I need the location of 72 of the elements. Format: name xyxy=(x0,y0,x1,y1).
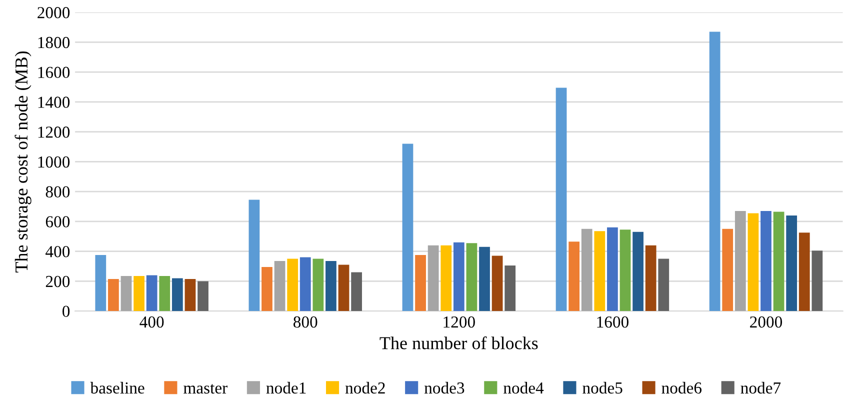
legend-label: baseline xyxy=(90,382,144,394)
bar xyxy=(607,227,618,312)
bar xyxy=(326,261,336,312)
bar xyxy=(734,210,746,312)
y-tick-label: 800 xyxy=(46,186,70,198)
y-tick-label: 0 xyxy=(62,306,70,318)
y-tick-label: 400 xyxy=(46,246,70,258)
legend-label: node7 xyxy=(740,382,781,394)
bar xyxy=(159,276,170,312)
legend-label: node4 xyxy=(504,382,544,394)
bar xyxy=(492,256,503,312)
x-tick-label: 1200 xyxy=(444,316,475,328)
x-tick-label: 1600 xyxy=(597,316,628,328)
bar xyxy=(748,213,759,312)
y-tick-label: 1400 xyxy=(38,96,70,108)
bar xyxy=(120,276,132,312)
bar xyxy=(198,281,208,312)
bar xyxy=(594,231,606,312)
x-tick-label: 2000 xyxy=(750,316,782,328)
bar xyxy=(645,245,656,312)
bar xyxy=(632,232,644,312)
bar xyxy=(722,228,734,312)
bar xyxy=(812,250,823,312)
legend-label: node1 xyxy=(266,382,306,394)
y-tick-label: 1800 xyxy=(38,36,70,48)
bar xyxy=(453,242,464,312)
bar xyxy=(504,266,516,312)
bar xyxy=(262,267,272,312)
bar xyxy=(709,32,720,312)
legend-label: node5 xyxy=(582,382,622,394)
bar xyxy=(95,255,106,312)
bar xyxy=(172,278,183,312)
bar xyxy=(658,258,670,312)
y-tick-label: 2000 xyxy=(38,7,70,18)
bar xyxy=(287,258,298,312)
bar xyxy=(786,215,798,312)
legend-label: node6 xyxy=(662,382,702,394)
bar xyxy=(466,243,478,312)
bar xyxy=(338,264,350,312)
bar xyxy=(760,210,772,312)
x-tick-label: 400 xyxy=(140,316,164,328)
bar xyxy=(184,278,196,312)
bar xyxy=(108,278,119,312)
legend-label: master xyxy=(184,384,228,394)
bar xyxy=(134,276,144,312)
bar xyxy=(620,230,631,312)
bar xyxy=(248,200,260,312)
bar xyxy=(312,258,324,312)
legend-label: node3 xyxy=(424,382,464,394)
bar xyxy=(773,212,784,312)
bar xyxy=(556,88,567,312)
bar xyxy=(798,232,810,312)
bar xyxy=(581,228,592,312)
legend-label: node2 xyxy=(345,382,385,394)
bar xyxy=(428,245,439,312)
y-tick-label: 200 xyxy=(46,276,70,288)
bar xyxy=(300,257,311,312)
bar xyxy=(274,261,286,312)
bar xyxy=(568,242,580,312)
bar xyxy=(415,255,426,312)
x-tick-label: 800 xyxy=(294,316,318,328)
y-tick-label: 1600 xyxy=(38,66,70,78)
bar xyxy=(479,246,490,312)
y-tick-label: 1200 xyxy=(38,126,70,138)
bar xyxy=(351,272,362,312)
x-axis-title: The number of blocks xyxy=(380,336,538,350)
bar xyxy=(402,144,414,312)
bar xyxy=(440,245,452,312)
y-axis-title: The storage cost of node (MB) xyxy=(14,51,32,272)
bar xyxy=(146,275,158,312)
y-tick-label: 1000 xyxy=(38,156,70,168)
y-tick-label: 600 xyxy=(46,216,70,228)
